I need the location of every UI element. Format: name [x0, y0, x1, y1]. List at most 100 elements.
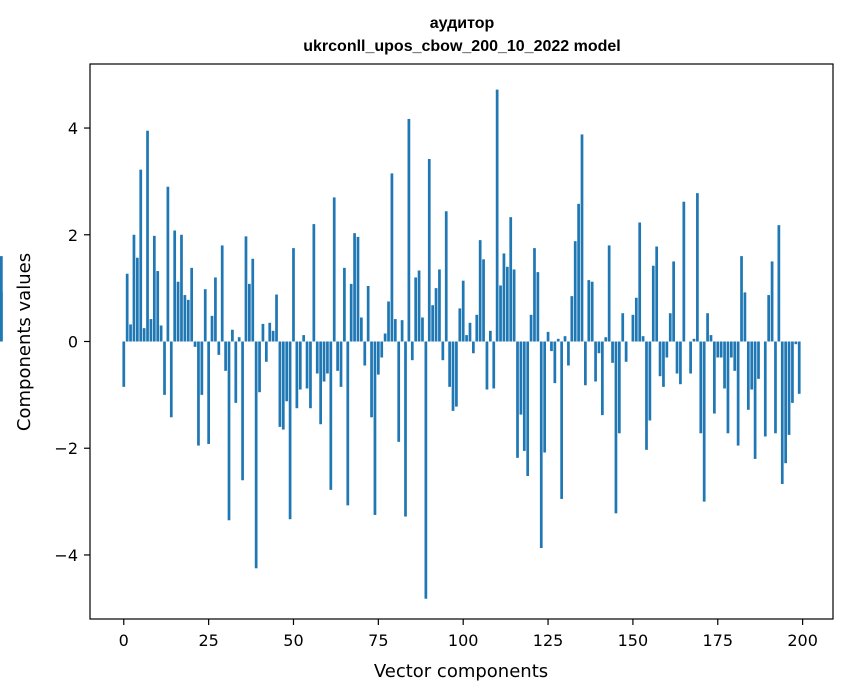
bar-72 — [366, 286, 370, 342]
bar-102 — [468, 322, 472, 342]
bar-156 — [651, 265, 655, 342]
bar-190 — [767, 295, 771, 342]
bar-75 — [376, 341, 380, 375]
bar-98 — [455, 341, 458, 407]
y-axis-ticks: −4 −2 0 2 4 — [54, 119, 90, 565]
bar-76 — [380, 341, 384, 358]
bar-117 — [519, 341, 523, 415]
bar-39 — [254, 341, 258, 569]
bar-13 — [166, 186, 170, 342]
bar-108 — [488, 330, 492, 342]
bar-67 — [349, 283, 353, 342]
bar-53 — [302, 335, 306, 342]
bar-10 — [156, 271, 160, 342]
bar-91 — [431, 305, 435, 342]
bar-130 — [563, 336, 567, 342]
bars-group — [0, 89, 801, 599]
bar-28 — [217, 341, 221, 355]
bar-160 — [665, 341, 669, 358]
bar-64 — [339, 341, 343, 387]
bar-29 — [220, 245, 224, 342]
bar-186 — [753, 341, 757, 459]
bar-187 — [757, 341, 760, 379]
bar-144 — [611, 341, 614, 363]
bar-31 — [227, 341, 231, 521]
bar-196 — [787, 341, 791, 435]
bar-152 — [638, 222, 642, 342]
bar-169 — [696, 193, 699, 342]
bar-155 — [648, 341, 652, 421]
bar-47 — [281, 341, 285, 430]
bar-173 — [709, 335, 713, 342]
bar-132 — [570, 296, 574, 342]
bar-181 — [736, 341, 740, 446]
y-tick-label: 0 — [68, 333, 78, 352]
bar-3 — [132, 234, 136, 342]
bar-85 — [410, 341, 414, 361]
bar-197 — [791, 341, 794, 403]
bar-66 — [346, 341, 350, 506]
bar-112 — [502, 253, 506, 342]
bar-93 — [438, 269, 441, 342]
bar-59 — [322, 341, 326, 382]
bar-128 — [556, 338, 560, 342]
bar-171 — [702, 341, 706, 502]
bar-74 — [373, 341, 377, 515]
bar-111 — [499, 285, 502, 342]
bar-12 — [163, 341, 166, 395]
x-tick-label: 200 — [787, 631, 818, 650]
bar-1 — [125, 273, 129, 342]
bar-162 — [672, 261, 675, 342]
bar-63 — [336, 341, 339, 371]
bar-96 — [448, 341, 451, 387]
bar-136 — [584, 341, 587, 386]
bar-6 — [142, 328, 146, 342]
bar-182 — [740, 256, 743, 342]
bar-125 — [546, 331, 550, 342]
bar-163 — [675, 341, 679, 374]
bar-175 — [716, 341, 720, 358]
y-tick-label: −4 — [54, 546, 78, 565]
bar-95 — [444, 211, 448, 342]
bar-89 — [424, 341, 428, 599]
bar-57 — [315, 341, 319, 374]
bar-140 — [597, 341, 601, 354]
bar-172 — [706, 313, 709, 342]
bar-71 — [363, 341, 367, 366]
bar-22 — [197, 341, 200, 446]
bar-127 — [553, 341, 557, 384]
bar-195 — [784, 341, 788, 464]
bar-undefined — [0, 256, 3, 342]
x-tick-label: 100 — [448, 631, 479, 650]
bar-5 — [139, 169, 143, 342]
bar-178 — [726, 341, 730, 434]
bar-77 — [383, 333, 387, 342]
bar-82 — [400, 320, 404, 342]
bar-104 — [475, 314, 479, 342]
x-axis-ticks: 0 25 50 75 100 125 150 175 200 — [119, 619, 818, 650]
plot-frame — [89, 63, 834, 620]
bar-50 — [292, 248, 295, 342]
bar-43 — [268, 322, 272, 342]
bar-119 — [526, 341, 530, 476]
bar-87 — [417, 270, 421, 342]
bar-25 — [207, 341, 210, 444]
bar-49 — [288, 341, 292, 520]
bar-84 — [407, 118, 411, 342]
bar-55 — [309, 341, 312, 409]
bar-184 — [746, 341, 750, 410]
bar-126 — [550, 341, 553, 352]
bar-38 — [251, 258, 255, 342]
bar-15 — [173, 230, 177, 342]
bar-168 — [692, 338, 696, 342]
bar-107 — [485, 341, 489, 390]
bar-139 — [594, 341, 597, 382]
bar-150 — [631, 314, 635, 342]
x-tick-label: 0 — [119, 631, 129, 650]
bar-185 — [750, 341, 754, 390]
bar-21 — [193, 341, 197, 347]
bar-70 — [360, 317, 363, 342]
bar-35 — [241, 341, 244, 481]
bar-146 — [617, 341, 621, 434]
bar-121 — [533, 248, 536, 342]
